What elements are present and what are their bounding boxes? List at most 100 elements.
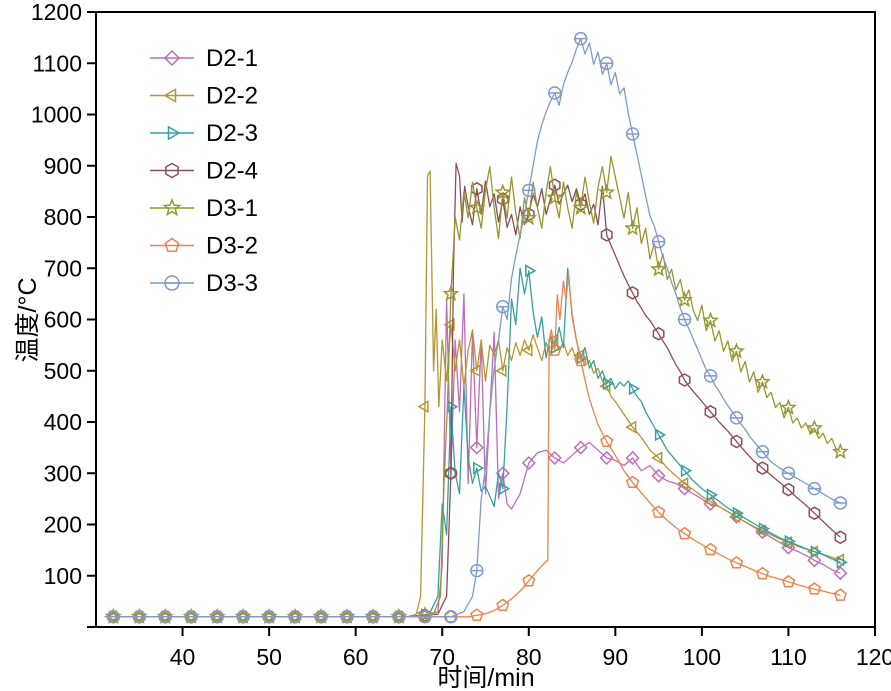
- y-tick-label: 1200: [31, 0, 82, 25]
- legend-hexagon-icon: [165, 162, 179, 179]
- x-tick-label: 60: [343, 644, 369, 670]
- series-D3-3-marker: [184, 610, 198, 624]
- series-D2-1-marker: [547, 450, 562, 465]
- legend-triangle-left-icon: [163, 88, 177, 103]
- series-D3-2-marker: [600, 434, 614, 448]
- series-D2-3-marker: [499, 482, 511, 496]
- series-D2-1-marker: [833, 566, 848, 581]
- series-D3-2-marker: [626, 475, 640, 489]
- series-D3-1-marker: [572, 198, 590, 216]
- series-D3-1-marker: [727, 342, 746, 359]
- x-tick-label: 110: [770, 644, 807, 670]
- series-D2-4-marker: [652, 326, 665, 341]
- series-D2-1-marker: [807, 553, 822, 568]
- series-D2-1-marker: [599, 450, 614, 465]
- series-D3-3-marker: [833, 496, 848, 510]
- y-tick-label: 500: [44, 358, 82, 384]
- series-D2-2-marker: [625, 420, 637, 434]
- series-D2-1-marker: [651, 468, 666, 483]
- series-D3-2-marker: [703, 542, 718, 556]
- series-D2-4-marker: [782, 482, 795, 497]
- series-D3-2-marker: [652, 505, 666, 518]
- series-D2-3-marker: [784, 534, 796, 548]
- y-tick-label: 100: [44, 563, 82, 589]
- series-D3-3-marker: [158, 610, 172, 624]
- series-D3-2-marker: [755, 566, 770, 580]
- x-tick-label: 90: [603, 644, 629, 670]
- series-D3-2-marker: [470, 608, 484, 621]
- legend-label: D2-3: [206, 120, 258, 147]
- series-D2-3-marker: [810, 545, 822, 559]
- series-D3-3-marker: [262, 610, 276, 624]
- series-D3-3-marker: [236, 610, 250, 624]
- series-D2-2-marker: [806, 545, 819, 559]
- legend-item-D3-3: D3-3: [150, 270, 258, 297]
- y-tick-label: 600: [44, 307, 82, 333]
- series-D2-2-marker: [677, 477, 689, 490]
- y-tick-label: 300: [44, 460, 82, 486]
- series-D3-3-marker: [755, 444, 770, 459]
- series-D2-3-marker: [706, 488, 718, 502]
- series-D3-3-marker: [106, 610, 121, 624]
- legend-item-D2-2: D2-2: [150, 83, 258, 110]
- series-D2-2-marker: [417, 400, 429, 414]
- legend-label: D3-2: [206, 233, 258, 260]
- series-D2-3-marker: [628, 382, 641, 396]
- series-D2-1-marker: [781, 540, 796, 555]
- legend-item-D3-2: D3-2: [150, 233, 258, 260]
- series-D2-4-marker: [444, 466, 457, 481]
- legend-item-D2-3: D2-3: [150, 120, 258, 147]
- legend: D2-1 D2-2 D2-3 D2-4 D3-1 D3-2 D3-3: [150, 45, 258, 297]
- series-D3-1-marker: [650, 260, 668, 277]
- series-D2-1-marker: [469, 440, 484, 455]
- legend-label: D2-1: [206, 45, 258, 72]
- y-tick-label: 1000: [31, 102, 82, 128]
- series-D2-4-marker: [496, 192, 509, 206]
- series-D3-1-marker: [494, 183, 512, 200]
- series-D3-3-marker: [470, 563, 484, 578]
- series-D3-2-marker: [496, 598, 510, 612]
- series-D3-2-marker: [729, 555, 744, 569]
- series-D3-3-marker: [677, 312, 692, 327]
- series-D3-1-marker: [442, 284, 460, 302]
- legend-label: D3-1: [206, 195, 258, 222]
- series-D3-1-marker: [779, 398, 797, 415]
- series-D2-2-marker: [495, 364, 507, 378]
- series-D2-3-marker: [836, 555, 848, 569]
- series-D3-1-line: [104, 155, 841, 618]
- series-D3-1-marker: [753, 373, 771, 390]
- series-D2-3-marker: [654, 428, 667, 442]
- series-D3-3-marker: [573, 31, 588, 46]
- series-D3-3-marker: [729, 411, 744, 425]
- series-D2-3-marker: [473, 461, 485, 475]
- series-D2-3-marker: [732, 506, 744, 520]
- series-D2-4-marker: [808, 506, 821, 521]
- series-D3-3-marker: [807, 481, 822, 496]
- y-tick-label: 1100: [33, 50, 82, 76]
- x-tick-label: 80: [516, 644, 542, 670]
- x-axis-title: 时间/min: [437, 664, 535, 691]
- series-D2-2-marker: [469, 364, 481, 378]
- series-D2-4-marker: [756, 461, 769, 475]
- series-D3-3-marker: [340, 610, 354, 624]
- y-tick-label: 200: [44, 512, 82, 538]
- series-D3-1-marker: [624, 219, 642, 236]
- series-D2-4-marker: [704, 404, 717, 419]
- series-D3-3-marker: [781, 466, 796, 480]
- series-D2-1-marker: [573, 440, 588, 455]
- legend-triangle-right-icon: [167, 125, 181, 141]
- series-D2-1-marker: [625, 450, 640, 465]
- x-tick-label: 50: [256, 644, 282, 670]
- series-D2-2-marker: [729, 510, 741, 524]
- series-D3-3-marker: [288, 610, 302, 624]
- series-D3-2-marker: [781, 574, 796, 588]
- series-D3-3-marker: [444, 610, 458, 624]
- series-D2-4-marker: [834, 530, 847, 545]
- y-axis-title: 温度/°C: [14, 277, 42, 363]
- series-D3-1-marker: [468, 198, 486, 216]
- series-D2-4-marker: [600, 228, 613, 242]
- series-D3-3-marker: [599, 56, 614, 70]
- legend-label: D2-2: [206, 83, 258, 110]
- legend-label: D2-4: [206, 158, 258, 185]
